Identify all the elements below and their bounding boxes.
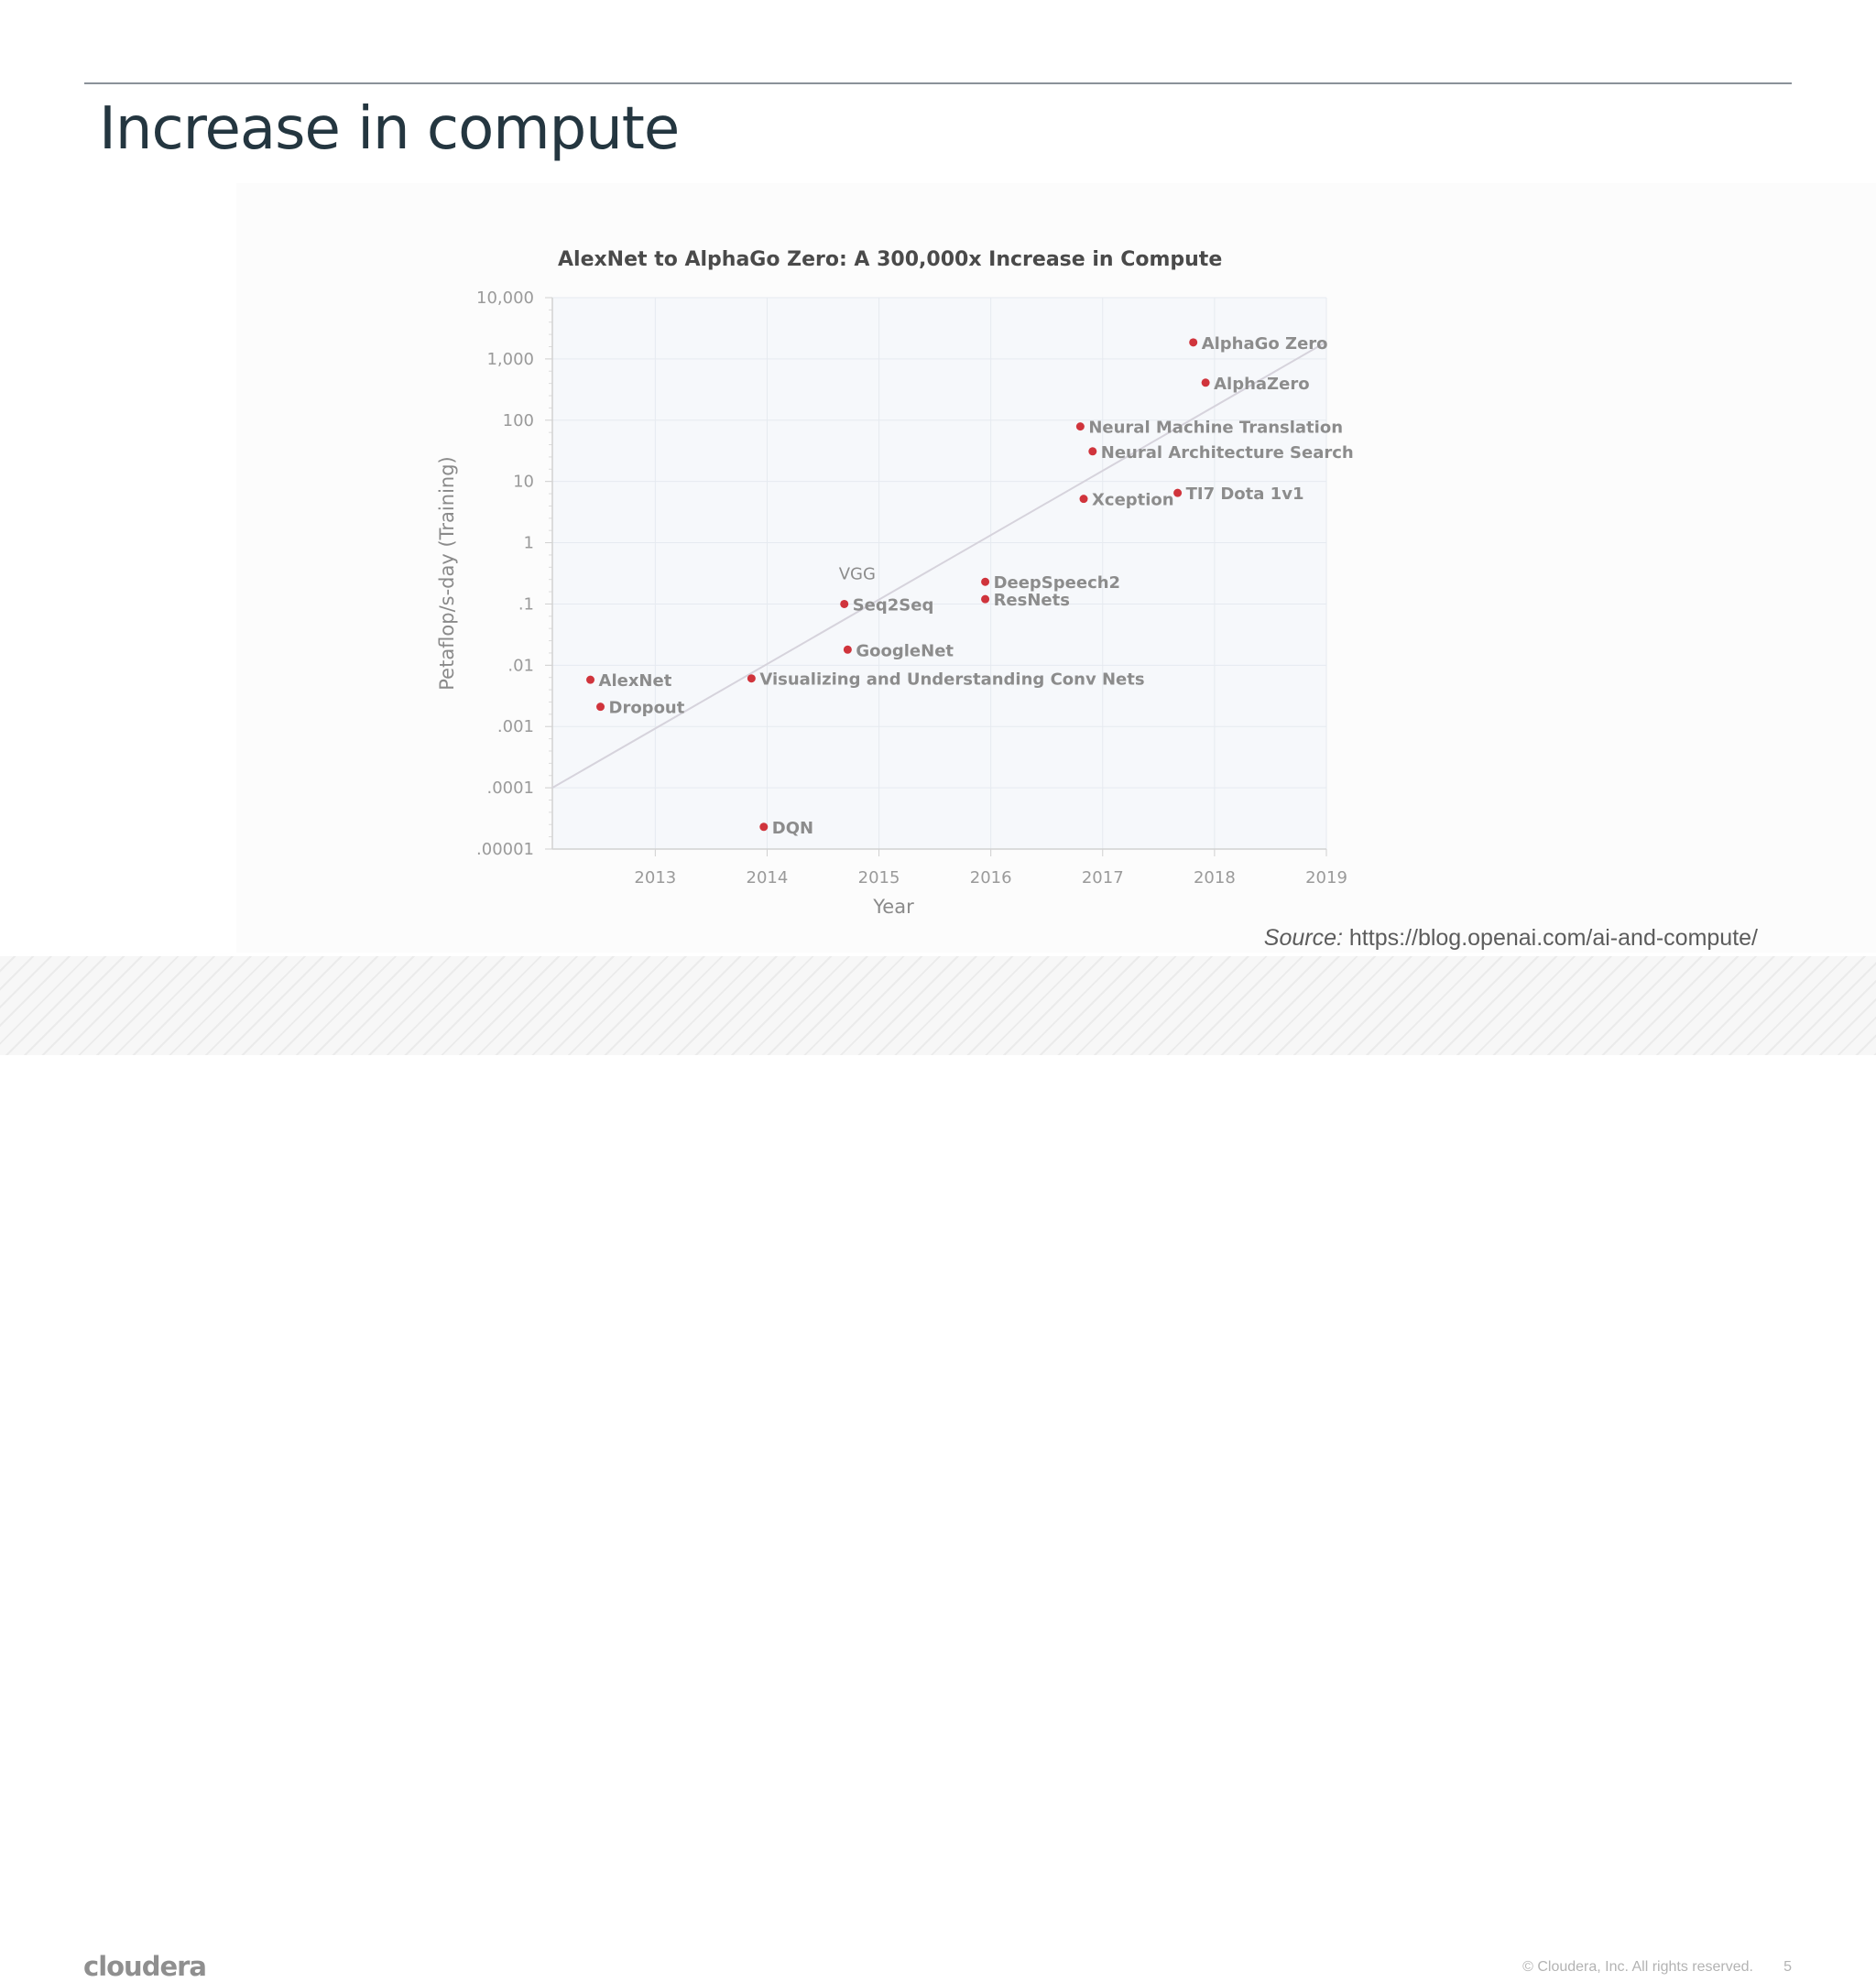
data-point [759, 822, 769, 832]
point-label: Neural Machine Translation [1088, 419, 1343, 438]
data-point [981, 577, 990, 586]
data-point [1088, 447, 1097, 456]
point-label: Dropout [609, 699, 685, 718]
chart-panel: 10,000 1,000 100 10 1 .1 .01 .001 .0001 .00001 201… [236, 183, 1876, 953]
plot-area [552, 298, 1326, 849]
point-label: AlphaZero [1214, 375, 1309, 394]
trend-line [551, 341, 1327, 789]
y-tick-label: 10,000 [476, 289, 534, 308]
chart-title: AlexNet to AlphaGo Zero: A 300,000x Incr… [558, 248, 1222, 271]
x-tick-label: 2014 [747, 868, 789, 888]
x-axis-title: Year [872, 896, 914, 918]
y-tick-label: 1,000 [486, 350, 534, 369]
y-tick-label: 1 [524, 534, 534, 553]
y-tick-label: .1 [518, 594, 534, 614]
data-point [1173, 488, 1183, 497]
x-tick-label: 2017 [1082, 868, 1124, 888]
source-label: Source: [1263, 925, 1343, 951]
point-label: ResNets [994, 591, 1070, 610]
point-label: TI7 Dota 1v1 [1186, 485, 1304, 504]
data-point [747, 674, 756, 683]
y-tick-label: .00001 [476, 840, 534, 859]
copyright-notice: © Cloudera, Inc. All rights reserved. [1522, 1959, 1753, 1975]
y-axis-title: Petaflop/s-day (Training) [436, 456, 458, 691]
source-citation: Source: https://blog.openai.com/ai-and-c… [1264, 925, 1758, 952]
data-point [586, 675, 595, 684]
point-label: Visualizing and Understanding Conv Nets [759, 670, 1144, 690]
point-label: DeepSpeech2 [994, 573, 1121, 593]
data-point [1079, 495, 1088, 504]
x-tick-label: 2015 [858, 868, 900, 888]
point-label: VGG [839, 564, 876, 583]
title-divider [84, 82, 1792, 84]
data-point [843, 645, 852, 654]
data-point [840, 599, 849, 608]
point-label: DQN [772, 819, 813, 838]
point-label: AlphaGo Zero [1202, 334, 1328, 354]
data-point [1189, 338, 1198, 347]
y-tick-label: .01 [507, 656, 534, 675]
compute-chart: 10,000 1,000 100 10 1 .1 .01 .001 .0001 .00001 201… [436, 248, 1354, 918]
data-point [596, 702, 605, 712]
data-point [1201, 378, 1210, 387]
point-label: Seq2Seq [853, 595, 934, 615]
y-tick-label: 10 [513, 473, 534, 492]
point-label: AlexNet [599, 671, 672, 691]
page-number: 5 [1783, 1959, 1792, 1975]
y-tick-label: .0001 [486, 779, 534, 798]
cloudera-logo: cloudera [83, 1951, 207, 1982]
y-tick-label: .001 [497, 717, 534, 736]
point-label: GoogleNet [856, 641, 954, 660]
point-label: Neural Architecture Search [1101, 443, 1354, 463]
data-point [1075, 422, 1085, 431]
footer: cloudera © Cloudera, Inc. All rights res… [0, 956, 1876, 1982]
x-tick-label: 2013 [634, 868, 676, 888]
y-tick-label: 100 [503, 411, 534, 430]
data-point [981, 594, 990, 604]
x-tick-label: 2016 [970, 868, 1012, 888]
x-tick-label: 2018 [1194, 868, 1236, 888]
point-label: Xception [1092, 491, 1174, 510]
source-url: https://blog.openai.com/ai-and-compute/ [1348, 925, 1758, 951]
x-tick-label: 2019 [1305, 868, 1347, 888]
slide-title: Increase in compute [99, 95, 680, 163]
